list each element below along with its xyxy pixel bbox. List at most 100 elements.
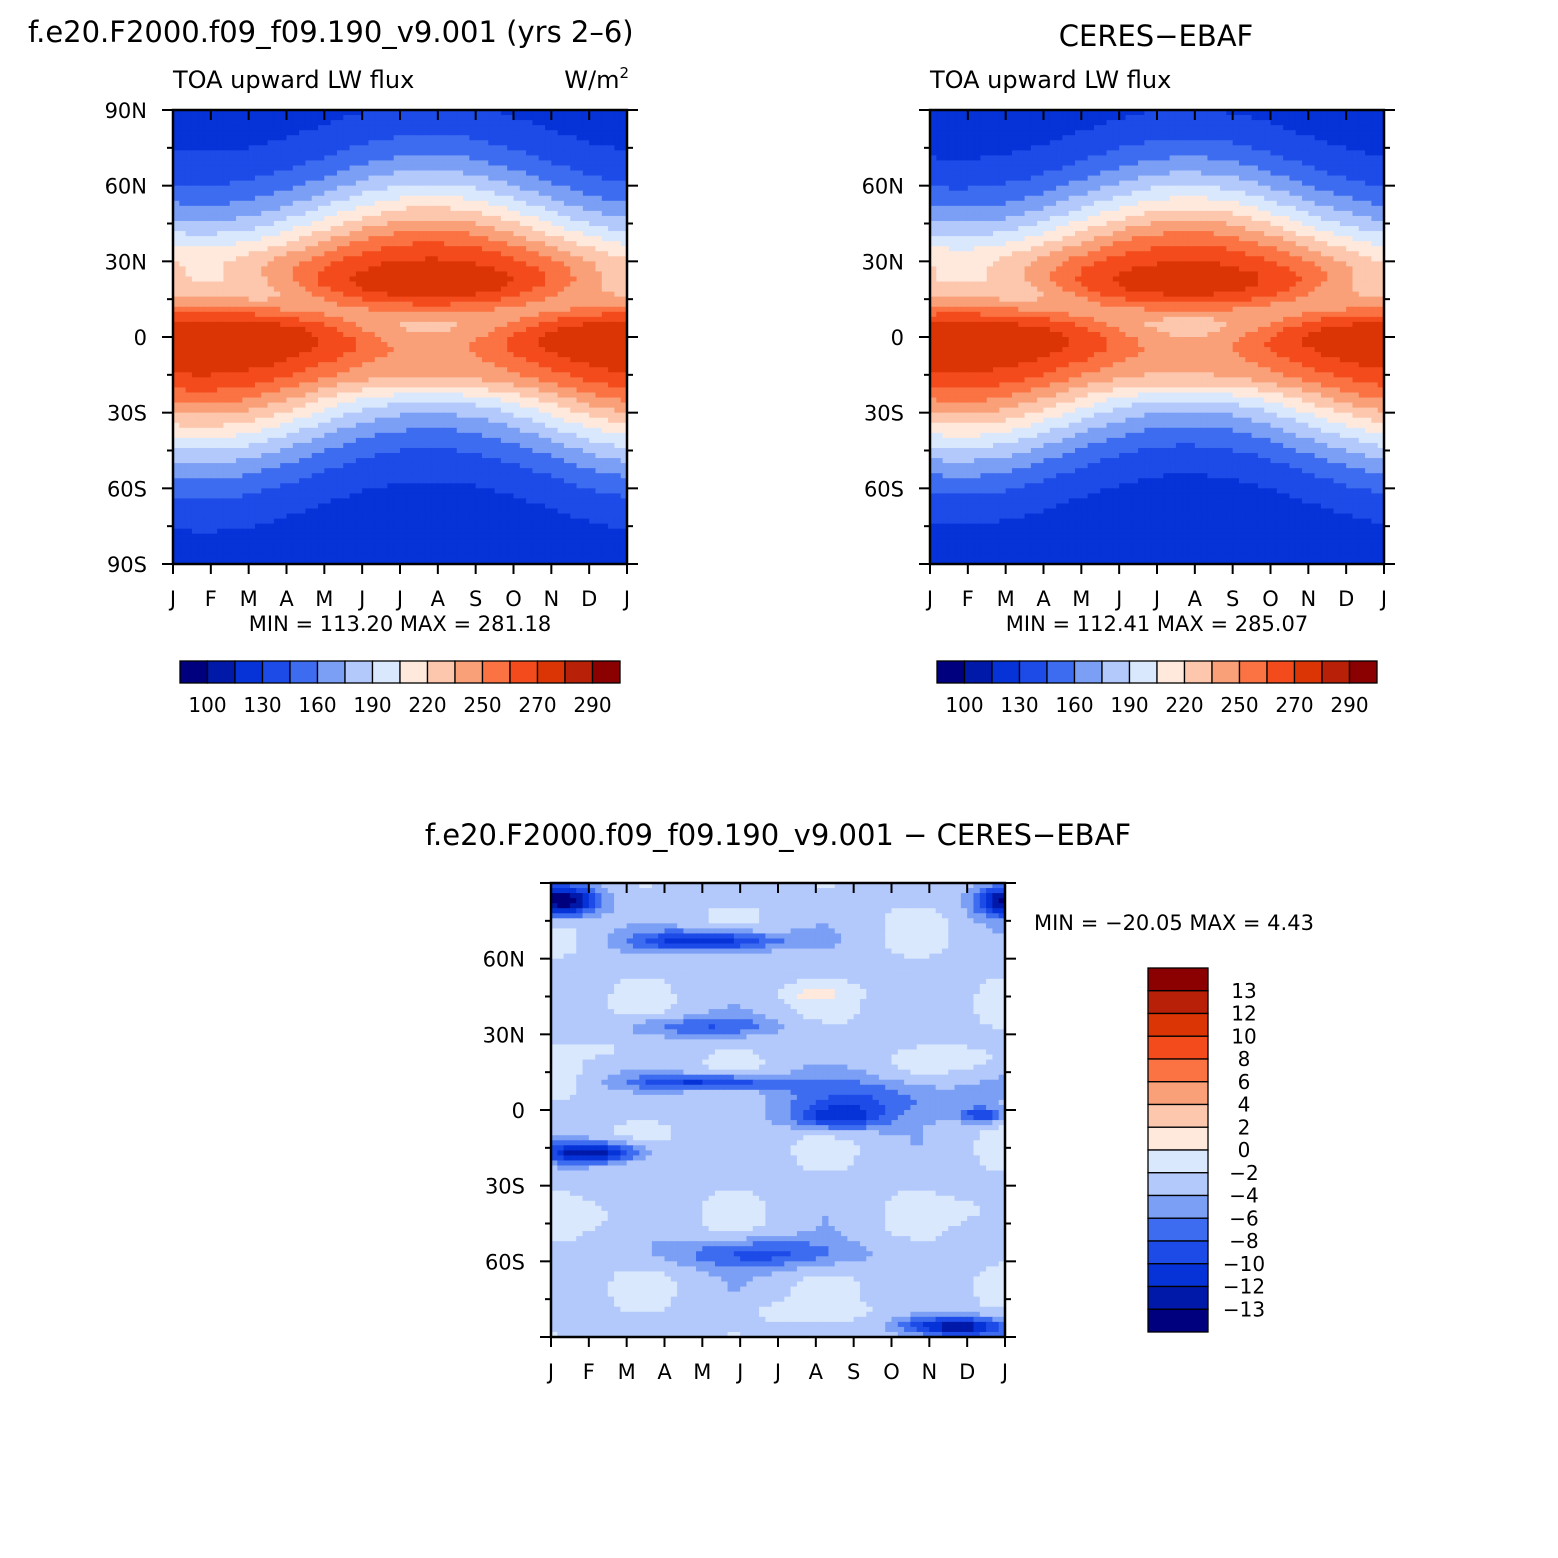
panel-a-title: f.e20.F2000.f09_f09.190_v9.001 (yrs 2–6): [28, 15, 634, 49]
panel-b-xtick-label: A: [1188, 587, 1203, 611]
panel-c-colorbar-swatch: [1147, 1149, 1209, 1174]
panel-c-colorbar-swatch: [1147, 1172, 1209, 1197]
panel-a-colorbar-label: 250: [463, 693, 501, 717]
panel-c-colorbar-swatch: [1147, 967, 1209, 992]
panel-a-xtick-label: A: [431, 587, 446, 611]
panel-b-colorbar-swatch: [1183, 660, 1213, 684]
panel-c-colorbar-label: 6: [1238, 1070, 1251, 1094]
panel-b-colorbar-swatch: [963, 660, 993, 684]
panel-c-colorbar-label: 8: [1238, 1047, 1251, 1071]
panel-a-units: W/m2: [564, 64, 629, 94]
panel-a-xtick-label: O: [505, 587, 522, 611]
panel-a-colorbar-swatch: [234, 660, 264, 684]
panel-b-colorbar-swatch: [1293, 660, 1323, 684]
panel-b-colorbar-label: 250: [1220, 693, 1258, 717]
panel-c-xtick-label: N: [921, 1360, 937, 1384]
panel-b-xtick-label: M: [997, 587, 1015, 611]
panel-c-xtick-label: F: [583, 1360, 595, 1384]
panel-a-xtick-label: J: [357, 587, 365, 611]
panel-c-contour-fill: [551, 883, 1006, 1338]
panel-a-ytick-label: 30S: [107, 402, 147, 426]
panel-b-xtick-label: J: [1114, 587, 1122, 611]
panel-b-colorbar-label: 160: [1055, 693, 1093, 717]
panel-a-colorbar-swatch: [536, 660, 566, 684]
panel-a-xtick-label: F: [205, 587, 217, 611]
panel-a-xtick-label: J: [622, 587, 630, 611]
panel-b-colorbar-swatch: [1238, 660, 1268, 684]
panel-a-ytick-label: 60S: [107, 477, 147, 501]
panel-b-colorbar-swatch: [1211, 660, 1241, 684]
panel-c-stats: MIN = −20.05 MAX = 4.43: [1034, 911, 1314, 935]
panel-a-colorbar-label: 100: [188, 693, 226, 717]
panel-a-colorbar-swatch: [371, 660, 401, 684]
panel-a-contour-fill: [173, 110, 628, 565]
panel-c-xtick-label: J: [773, 1360, 781, 1384]
panel-a-ytick-label: 60N: [105, 175, 147, 199]
panel-c-xtick-label: M: [618, 1360, 636, 1384]
panel-c-colorbar-label: −13: [1223, 1297, 1265, 1321]
panel-c-xtick-label: A: [809, 1360, 824, 1384]
panel-c-colorbar-swatch: [1147, 1058, 1209, 1083]
panel-c-colorbar-swatch: [1147, 1012, 1209, 1037]
panel-c-xtick-label: S: [847, 1360, 860, 1384]
panel-c-colorbar-label: −12: [1223, 1275, 1265, 1299]
panel-b-colorbar-label: 190: [1110, 693, 1148, 717]
panel-c-colorbar-swatch: [1147, 1285, 1209, 1310]
panel-c-ytick-label: 60S: [485, 1250, 525, 1274]
panel-a-colorbar-swatch: [564, 660, 594, 684]
panel-b-colorbar-label: 220: [1165, 693, 1203, 717]
panel-b-xtick-label: O: [1262, 587, 1279, 611]
panel-b-xtick-label: A: [1036, 587, 1051, 611]
panel-a-colorbar-swatch: [179, 660, 209, 684]
panel-a-colorbar-swatch: [509, 660, 539, 684]
panel-c-colorbar-swatch: [1147, 1035, 1209, 1060]
panel-a-xtick-label: N: [543, 587, 559, 611]
panel-c-colorbar-label: 10: [1231, 1024, 1256, 1048]
panel-b-colorbar-swatch: [1101, 660, 1131, 684]
panel-b-xtick-label: S: [1226, 587, 1239, 611]
panel-b-colorbar-label: 270: [1275, 693, 1313, 717]
panel-b-colorbar-swatch: [991, 660, 1021, 684]
panel-b-colorbar-swatch: [1156, 660, 1186, 684]
panel-c-colorbar-swatch: [1147, 1263, 1209, 1288]
panel-b-colorbar-swatch: [1348, 660, 1378, 684]
panel-a-stats: MIN = 113.20 MAX = 281.18: [249, 612, 551, 636]
panel-a-colorbar-swatch: [289, 660, 319, 684]
panel-b-colorbar-label: 130: [1000, 693, 1038, 717]
panel-a-colorbar: 100 130 160 190 220 250 270 290: [179, 660, 621, 717]
panel-c-colorbar-swatch: [1147, 1240, 1209, 1265]
panel-c-colorbar-swatch: [1147, 1081, 1209, 1106]
panel-a-ytick-label: 0: [134, 326, 147, 350]
panel-b-xtick-label: J: [925, 587, 933, 611]
panel-b-ytick-label: 30S: [864, 402, 904, 426]
panel-b-xtick-label: N: [1300, 587, 1316, 611]
panel-b-ytick-label: 60S: [864, 477, 904, 501]
panel-c-xtick-label: J: [546, 1360, 554, 1384]
panel-b-ytick-label: 60N: [862, 175, 904, 199]
panel-c-colorbar-label: −4: [1229, 1184, 1258, 1208]
panel-b-colorbar-swatch: [1018, 660, 1048, 684]
panel-b-contour-fill: [930, 110, 1385, 565]
panel-a-colorbar-swatch: [399, 660, 429, 684]
panel-a-colorbar-swatch: [206, 660, 236, 684]
panel-b-variable-label: TOA upward LW flux: [929, 66, 1171, 94]
panel-c-ytick-label: 30S: [485, 1175, 525, 1199]
panel-c-xtick-label: J: [1000, 1360, 1008, 1384]
panel-a-colorbar-swatch: [344, 660, 374, 684]
panel-a-colorbar-swatch: [316, 660, 346, 684]
panel-b-xtick-label: D: [1338, 587, 1354, 611]
panel-c-xtick-label: M: [693, 1360, 711, 1384]
panel-a-colorbar-swatch: [454, 660, 484, 684]
panel-c-colorbar-label: 0: [1238, 1138, 1251, 1162]
panel-a-colorbar-swatch: [426, 660, 456, 684]
panel-a-colorbar-swatch: [261, 660, 291, 684]
panel-b-colorbar-swatch: [1266, 660, 1296, 684]
panel-c-ytick-label: 0: [512, 1099, 525, 1123]
panel-c-colorbar-label: −10: [1223, 1252, 1265, 1276]
panel-b-stats: MIN = 112.41 MAX = 285.07: [1006, 612, 1308, 636]
panel-c-colorbar-label: −8: [1229, 1229, 1258, 1253]
panel-c-colorbar-label: −2: [1229, 1161, 1258, 1185]
